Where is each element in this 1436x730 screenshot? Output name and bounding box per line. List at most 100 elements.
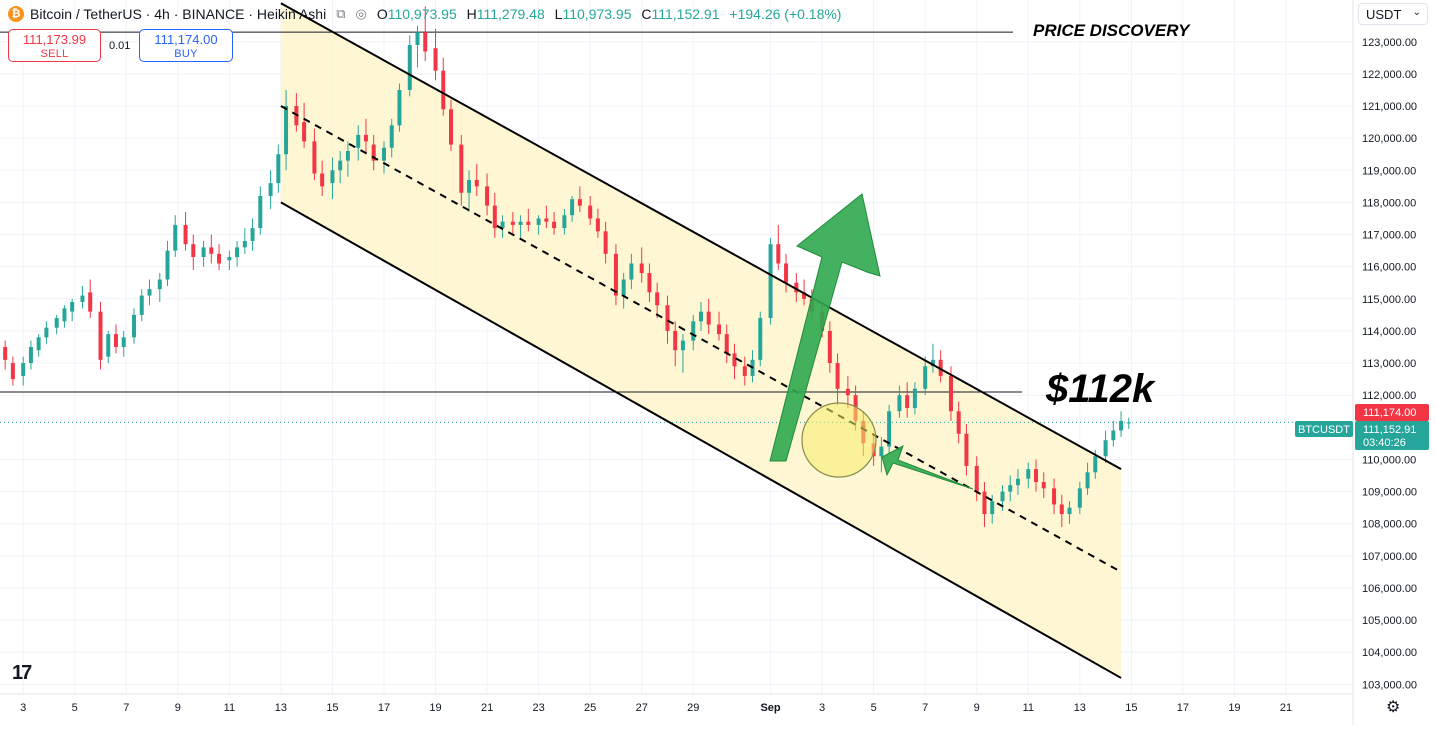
annotations: PRICE DISCOVERY $112k xyxy=(769,21,1191,490)
eye-icon[interactable]: ⧉ xyxy=(336,6,346,21)
candle xyxy=(423,6,428,62)
price-axis[interactable]: 123,000.00 122,000.00 121,000.00 120,000.00… xyxy=(1362,37,1417,692)
candle-body xyxy=(330,170,335,184)
price-tick-label: 110,000.00 xyxy=(1362,454,1416,466)
candle xyxy=(54,314,59,335)
time-tick-label: 21 xyxy=(1280,702,1292,714)
symbol-header: ₿ Bitcoin / TetherUS · 4h · BINANCE · He… xyxy=(8,4,841,24)
candle xyxy=(964,424,969,476)
candle xyxy=(1041,472,1046,499)
candle xyxy=(415,25,420,68)
price-tick-label: 106,000.00 xyxy=(1362,583,1417,595)
candle-body xyxy=(510,221,515,225)
candle-body xyxy=(302,122,307,142)
candle-body xyxy=(242,240,247,248)
candle xyxy=(1126,417,1131,429)
candle-body xyxy=(147,289,152,296)
sell-price: 111,173.99 xyxy=(22,32,87,47)
candle-body xyxy=(621,279,626,296)
price-tick-label: 120,000.00 xyxy=(1362,133,1417,145)
candle-body xyxy=(1103,440,1108,457)
candle-body xyxy=(570,199,575,216)
candle-body xyxy=(595,218,600,232)
bar-countdown: 03:40:26 xyxy=(1363,437,1406,449)
price-tick-label: 121,000.00 xyxy=(1362,101,1417,113)
candle-body xyxy=(201,247,206,258)
currency-select[interactable]: USDT ⌄ xyxy=(1358,3,1428,25)
candle xyxy=(132,308,137,344)
candle-body xyxy=(613,253,618,296)
candle-body xyxy=(1119,420,1124,431)
candle-body xyxy=(990,501,995,515)
candle xyxy=(407,35,412,97)
candle-body xyxy=(165,250,170,280)
candle-body xyxy=(879,446,884,457)
candle xyxy=(70,298,75,322)
high-value: 111,279.48 xyxy=(476,6,545,22)
time-tick-label: 25 xyxy=(584,702,596,714)
candle-body xyxy=(250,228,255,241)
price-tick-label: 114,000.00 xyxy=(1362,326,1416,338)
price-tick-label: 118,000.00 xyxy=(1362,197,1416,209)
candle-body xyxy=(139,295,144,315)
price-tick-label: 103,000.00 xyxy=(1362,679,1417,691)
spread-value: 0.01 xyxy=(109,40,131,52)
candle-body xyxy=(974,465,979,492)
candle-body xyxy=(982,491,987,515)
candle-body xyxy=(536,218,541,225)
candle xyxy=(518,215,523,238)
candle xyxy=(717,311,722,341)
candle-body xyxy=(956,411,961,434)
price-tick-label: 115,000.00 xyxy=(1362,294,1416,306)
candle xyxy=(887,404,892,454)
sell-button[interactable]: 111,173.99 SELL xyxy=(8,29,101,62)
candle-body xyxy=(1111,430,1116,441)
symbol-title[interactable]: Bitcoin / TetherUS · 4h · BINANCE · Heik… xyxy=(30,6,327,22)
candle xyxy=(338,151,343,184)
candle-body xyxy=(717,324,722,335)
time-tick-label: 17 xyxy=(378,702,390,714)
price-tick-label: 117,000.00 xyxy=(1362,230,1416,242)
price-tags: BTCUSDT 111,174.00 111,152.91 03:40:26 xyxy=(1295,404,1429,450)
candle-body xyxy=(1026,469,1031,479)
candle-body xyxy=(930,359,935,367)
candle-body xyxy=(173,224,178,251)
candle-body xyxy=(423,32,428,52)
candle xyxy=(956,401,961,444)
candle xyxy=(732,343,737,380)
close-value: 111,152.91 xyxy=(651,6,720,22)
circle-target-icon[interactable]: ◎ xyxy=(355,6,367,21)
candle-body xyxy=(552,221,557,229)
candle-body xyxy=(964,433,969,466)
candle-body xyxy=(363,134,368,142)
candle xyxy=(595,208,600,238)
time-axis[interactable]: 3 5 7 9 11 13 15 17 19 21 23 25 27 29 Sep 3 5 7 9 11 13 15 17 1… xyxy=(20,702,1292,714)
candle xyxy=(698,302,703,331)
candle xyxy=(1034,459,1039,492)
buy-button[interactable]: 111,174.00 BUY xyxy=(139,29,233,62)
time-tick-label: 21 xyxy=(481,702,493,714)
candle-body xyxy=(647,273,652,293)
time-tick-label: 5 xyxy=(871,702,877,714)
small-green-arrow-icon xyxy=(881,444,974,490)
candle xyxy=(588,195,593,225)
candle-body xyxy=(312,141,317,174)
gear-icon[interactable]: ⚙ xyxy=(1386,699,1401,716)
candle-body xyxy=(345,151,350,161)
candle xyxy=(467,170,472,213)
candle-body xyxy=(562,215,567,229)
candle-body xyxy=(1000,491,1005,502)
candle-body xyxy=(1041,481,1046,489)
tradingview-logo[interactable]: 17 xyxy=(12,662,32,684)
candle xyxy=(742,356,747,386)
candle xyxy=(10,356,15,386)
channel-lower-line xyxy=(280,201,1122,679)
candle xyxy=(157,273,162,303)
price-tick-label: 109,000.00 xyxy=(1362,487,1417,499)
candle-body xyxy=(905,395,910,409)
candle-body xyxy=(132,314,137,338)
candle-body xyxy=(500,221,505,229)
candle xyxy=(356,125,361,161)
